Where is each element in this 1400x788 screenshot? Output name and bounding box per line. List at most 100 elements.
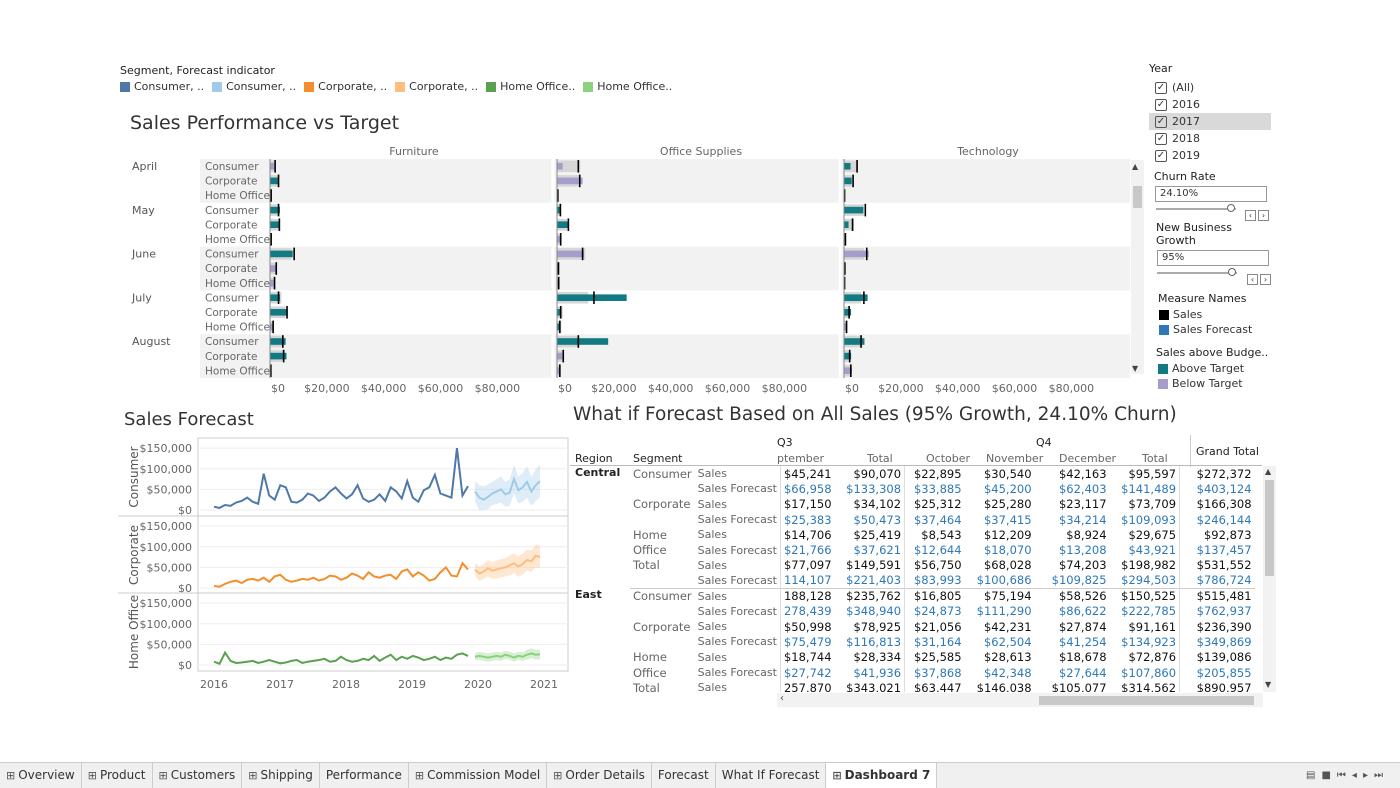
growth-slider[interactable]: ‹ › [1149,266,1274,285]
value-cell[interactable]: $139,086 [1179,649,1255,665]
legend-item[interactable]: Home Office.. [583,80,672,93]
year-option[interactable]: ✓ 2017 [1149,113,1271,130]
scroll-down-icon[interactable]: ▼ [1265,680,1272,689]
budget-legend-item[interactable]: Above Target [1158,361,1274,376]
value-cell[interactable]: $27,874 [1058,619,1107,634]
forecast-line[interactable] [474,652,541,659]
value-cell[interactable]: $42,348 [983,665,1032,680]
value-cell[interactable]: $92,873 [1179,527,1255,543]
perf-vscroll[interactable] [1131,160,1144,374]
value-cell[interactable]: $37,415 [983,512,1032,527]
sales-bar[interactable] [270,294,280,301]
sheet-tab[interactable]: ⊞ Shipping [242,762,320,788]
checkbox-icon[interactable]: ✓ [1155,132,1167,145]
actual-line[interactable] [213,448,469,509]
legend-item[interactable]: Corporate, .. [304,80,387,93]
growth-slider-knob[interactable] [1228,268,1236,276]
actual-line[interactable] [213,561,469,588]
churn-input[interactable]: 24.10% [1155,186,1267,202]
churn-slider-knob[interactable] [1227,204,1235,212]
churn-slider[interactable]: ‹ › [1149,202,1274,221]
value-cell[interactable]: $62,403 [1058,481,1107,496]
sales-bar[interactable] [844,338,865,345]
value-cell[interactable]: $236,390 [1179,618,1255,635]
value-cell[interactable]: $272,372 [1179,466,1255,482]
value-cell[interactable]: $30,540 [983,466,1032,481]
sheet-tab[interactable]: What If Forecast [716,762,827,788]
sales-bar[interactable] [270,279,274,287]
value-cell[interactable]: $27,742 [779,664,835,681]
perf-vscroll-thumb[interactable] [1133,186,1142,208]
value-cell[interactable]: $58,526 [1058,589,1107,604]
sales-bar[interactable] [844,221,849,228]
value-cell[interactable]: $111,290 [976,604,1032,619]
value-cell[interactable]: $166,308 [1179,496,1255,512]
sales-bar[interactable] [270,163,275,170]
sales-bar[interactable] [270,323,273,331]
value-cell[interactable]: $43,921 [1128,543,1177,558]
value-cell[interactable]: $74,203 [1058,558,1107,573]
value-cell[interactable]: $25,312 [904,496,965,512]
value-cell[interactable]: $16,805 [904,588,965,604]
sales-bar[interactable] [844,206,864,214]
value-cell[interactable]: $25,280 [983,497,1032,512]
legend-item[interactable]: Home Office.. [486,80,575,93]
value-cell[interactable]: $75,479 [779,634,835,650]
crosstab-vscroll[interactable]: ▲ ▼ [1263,466,1276,692]
value-cell[interactable]: $205,855 [1179,664,1255,681]
sheet-tab[interactable]: ⊞ Order Details [547,762,652,788]
year-option[interactable]: ✓ 2016 [1149,96,1271,113]
value-cell[interactable]: $68,028 [983,558,1032,573]
value-cell[interactable]: $42,231 [983,619,1032,634]
growth-input[interactable]: 95% [1157,250,1269,266]
actual-line[interactable] [213,650,469,666]
value-cell[interactable]: $222,785 [1121,604,1177,619]
sales-bar[interactable] [557,206,560,214]
checkbox-icon[interactable]: ✓ [1155,149,1167,162]
sales-bar[interactable] [557,250,584,258]
churn-prev-icon[interactable]: ‹ [1245,210,1256,221]
value-cell[interactable]: $12,644 [904,542,965,558]
value-cell[interactable]: $37,621 [853,543,902,558]
sales-bar[interactable] [844,309,852,316]
sheet-tab[interactable]: ⊞ Overview [0,762,82,788]
sales-bar[interactable] [557,323,561,331]
sales-bar[interactable] [270,206,280,214]
value-cell[interactable]: $221,403 [846,573,902,588]
value-cell[interactable]: $246,144 [1179,511,1255,528]
checkbox-icon[interactable]: ✓ [1155,81,1167,94]
sheet-tab[interactable]: Forecast [652,762,716,788]
value-cell[interactable]: $8,924 [1066,527,1107,542]
forecast-line[interactable] [474,554,541,575]
value-cell[interactable]: 114,107 [779,573,835,589]
value-cell[interactable]: $109,093 [1121,512,1177,527]
value-cell[interactable]: $66,958 [779,481,835,497]
sheet-tab[interactable]: Performance [320,762,409,788]
value-cell[interactable]: $107,860 [1121,665,1177,680]
value-cell[interactable]: $73,709 [1128,497,1177,512]
value-cell[interactable]: $45,200 [983,481,1032,496]
budget-legend-item[interactable]: Below Target [1158,376,1274,391]
sales-bar[interactable] [270,309,288,316]
forecast-bar[interactable] [844,218,854,231]
value-cell[interactable]: $37,868 [904,664,965,681]
measure-legend-item[interactable]: Sales Forecast [1159,322,1274,337]
value-cell[interactable]: $78,925 [853,619,902,634]
sales-bar[interactable] [270,338,286,345]
value-cell[interactable]: $235,762 [846,589,902,604]
forecast-bar[interactable] [557,160,581,173]
value-cell[interactable]: $90,070 [853,466,902,481]
value-cell[interactable]: $24,873 [904,603,965,619]
forecast-line[interactable] [474,476,541,501]
sales-bar[interactable] [557,279,559,287]
value-cell[interactable]: $100,686 [976,573,1032,588]
sales-bar[interactable] [844,294,868,301]
value-cell[interactable]: $8,543 [904,527,965,543]
growth-prev-icon[interactable]: ‹ [1247,274,1258,285]
value-cell[interactable]: $134,923 [1121,634,1177,649]
value-cell[interactable]: $314,562 [1121,680,1177,692]
value-cell[interactable]: $146,038 [976,680,1032,692]
vscroll-thumb[interactable] [1265,480,1274,576]
value-cell[interactable]: $17,150 [779,496,835,512]
value-cell[interactable]: $91,161 [1128,619,1177,634]
